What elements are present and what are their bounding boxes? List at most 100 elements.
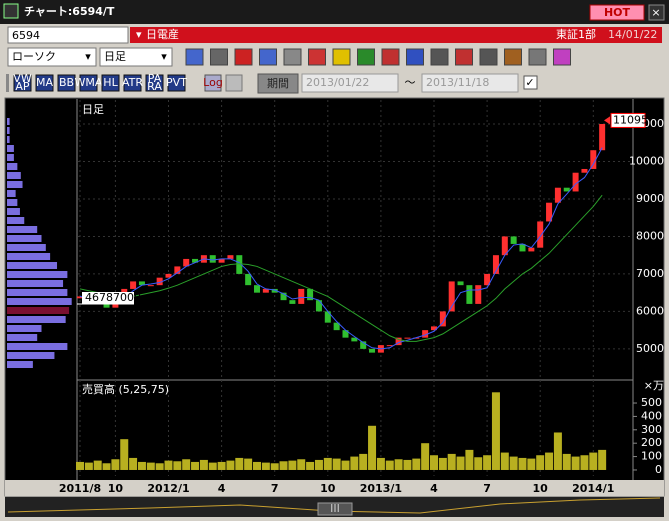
indicator-label[interactable]: PVT [166, 76, 187, 89]
y-tick-label: 10000 [629, 154, 664, 167]
volume-bar [438, 457, 447, 470]
indicator-button[interactable] [35, 74, 54, 92]
profile-bar [7, 127, 10, 134]
tool-icon[interactable] [553, 48, 571, 66]
x-tick-label: 7 [271, 482, 279, 495]
select-arrow[interactable]: ▾ [161, 50, 167, 63]
last-price: 11095 [613, 113, 648, 126]
tool-icon[interactable] [504, 48, 522, 66]
volume-bar [474, 457, 483, 470]
volume-bar [173, 461, 182, 470]
period[interactable]: 日足 [104, 50, 126, 63]
candle [528, 247, 535, 252]
tool-icon[interactable] [210, 48, 228, 66]
scroller-thumb[interactable] [317, 502, 353, 516]
indicator-label[interactable]: BB [59, 76, 74, 89]
tool-icon[interactable] [406, 48, 424, 66]
tool-button[interactable] [225, 74, 243, 92]
hot-label[interactable]: HOT [604, 6, 631, 19]
select-arrow[interactable]: ▾ [85, 50, 91, 63]
indicator-button[interactable] [145, 74, 164, 92]
tool-icon[interactable] [185, 48, 204, 66]
indicator-label[interactable]: RA [147, 80, 162, 93]
marker-label: 46787000 [85, 291, 141, 304]
indicator-label[interactable]: VW [13, 72, 32, 85]
log-button[interactable] [204, 74, 222, 92]
code-input[interactable] [7, 26, 129, 44]
tool-icon[interactable] [430, 48, 449, 66]
y-tick-label: 6000 [636, 304, 664, 317]
candle [298, 288, 305, 304]
from-date-text[interactable]: 2013/01/22 [306, 76, 369, 89]
indicator-label[interactable]: ATR [122, 76, 143, 89]
range-separator: 〜 [405, 76, 416, 89]
tool-icon[interactable] [283, 48, 302, 66]
from-date[interactable] [301, 73, 399, 93]
candle [174, 266, 181, 274]
tool-icon[interactable] [455, 48, 473, 66]
volume-bar [155, 463, 164, 470]
tool-icon[interactable] [381, 48, 400, 66]
indicator-button[interactable] [167, 74, 186, 92]
to-date[interactable] [421, 73, 519, 93]
volume-bar [306, 461, 315, 470]
candle [510, 236, 517, 244]
volume-bar [553, 432, 562, 470]
chart-type-select[interactable] [7, 47, 97, 67]
hot-button[interactable] [589, 4, 645, 21]
period-select[interactable] [99, 47, 173, 67]
volume-bar [509, 456, 518, 470]
indicator-label[interactable]: MA [36, 76, 53, 89]
indicator-label[interactable]: PA [148, 72, 162, 85]
tool-icon[interactable] [479, 48, 498, 66]
x-tick-label: 10 [108, 482, 124, 495]
indicator-button[interactable] [79, 74, 98, 92]
profile-bar [7, 280, 64, 287]
candle [537, 221, 544, 248]
indicator-button[interactable] [123, 74, 142, 92]
close-button[interactable] [648, 4, 665, 21]
code-text[interactable]: 6594 [12, 29, 40, 42]
tool-icon[interactable] [259, 48, 277, 66]
app-icon [3, 3, 19, 19]
tool-icon[interactable] [234, 48, 253, 66]
tool-icon[interactable] [357, 48, 375, 66]
profile-bar [7, 307, 70, 314]
volume-bar [314, 459, 323, 470]
y-tick-label: 500 [641, 396, 662, 409]
check-mark[interactable]: ✓ [525, 76, 534, 89]
indicator-button[interactable] [57, 74, 76, 92]
x-tick-label: 2011/8 [59, 482, 101, 495]
volume-bar [394, 459, 403, 470]
indicator-label[interactable]: HL [103, 76, 118, 89]
tool-icon[interactable] [308, 48, 326, 66]
profile-bar [7, 325, 42, 332]
candle [165, 273, 172, 278]
tool-icon[interactable] [528, 48, 547, 66]
chart-type[interactable]: ローソク [12, 50, 56, 63]
indicator-label[interactable]: WMA [75, 76, 103, 89]
scroller-grip[interactable]: III [330, 502, 340, 515]
checkbox[interactable] [523, 75, 538, 90]
volume-bar [447, 453, 456, 470]
volume-bar [491, 392, 500, 470]
log-label[interactable]: Log [203, 76, 223, 89]
stock-name: 日電産 [146, 28, 179, 41]
range-button[interactable] [257, 73, 299, 94]
volume-bar [598, 449, 607, 470]
volume-bar [111, 459, 120, 470]
candle [439, 311, 446, 327]
candle [209, 255, 216, 263]
indicator-button[interactable] [13, 74, 32, 92]
to-date-text[interactable]: 2013/11/18 [426, 76, 489, 89]
volume-bar [403, 459, 412, 470]
indicator-label[interactable]: AP [15, 80, 30, 93]
indicator-button[interactable] [101, 74, 120, 92]
volume-bar [217, 461, 226, 470]
range-label[interactable]: 期間 [267, 77, 289, 90]
close-x[interactable]: × [651, 6, 660, 19]
panel-label: 日足 [82, 103, 104, 116]
tool-icon[interactable] [332, 48, 351, 66]
candle [501, 236, 508, 256]
candle [599, 123, 606, 151]
